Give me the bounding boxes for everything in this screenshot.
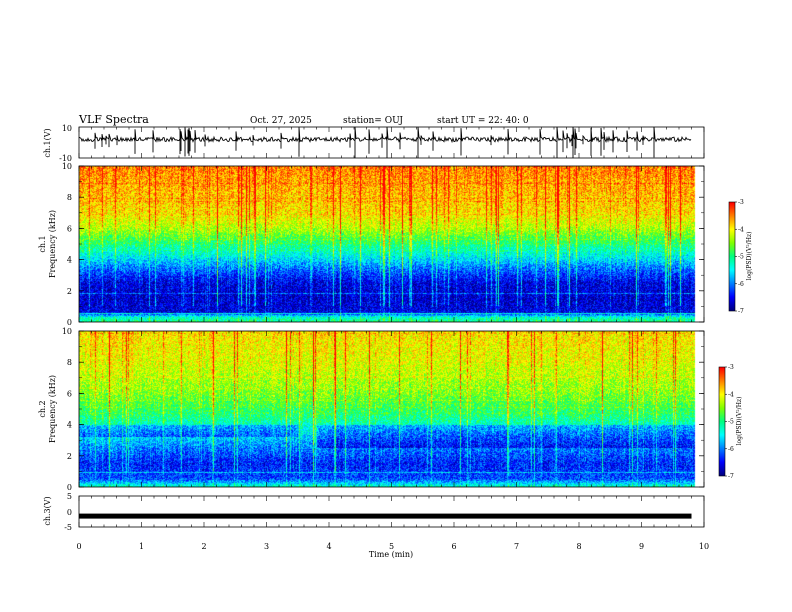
spectrogram-ytick-label: 6: [67, 224, 72, 233]
spectrogram-ytick-label: 2: [67, 287, 72, 296]
colorbar-tick-label: -6: [728, 446, 734, 453]
ch1-spectrogram-ylabel-line1: ch.1: [38, 235, 47, 252]
spectrogram-ytick-label: 6: [67, 389, 72, 398]
ch3-waveform-panel: 5 0 -5 ch.3(V): [43, 492, 705, 532]
time-tick-label: 1: [139, 542, 144, 551]
spectrogram-ytick-label: 0: [67, 483, 72, 492]
ch2-spectrogram-ylabel-line2: Frequency (kHz): [48, 375, 57, 443]
time-tick-label: 9: [639, 542, 644, 551]
ch2-spectrogram-ylabel-line1: ch.2: [38, 400, 47, 417]
spectrogram-ytick-label: 4: [67, 256, 72, 265]
spectrogram-ytick-label: 8: [67, 193, 72, 202]
colorbar-tick-label: -3: [728, 364, 734, 371]
spectrogram-ytick-label: 10: [62, 162, 72, 171]
spectrogram-ytick-label: 4: [67, 421, 72, 430]
start-time-label: start UT = 22: 40: 0: [437, 116, 529, 126]
spectrogram-ytick-label: 2: [67, 452, 72, 461]
time-tick-label: 6: [451, 542, 456, 551]
ch2-colorbar-ticks: -3 -4 -5 -6 -7: [725, 364, 734, 480]
ch3-ytick-mid: 0: [67, 508, 72, 517]
ch2-spectrogram-yticks: 0 2 4 6 8 10: [62, 327, 704, 492]
time-tick-label: 2: [201, 542, 206, 551]
figure-title: VLF Spectra: [78, 113, 149, 126]
ch2-spectrogram-image: [79, 331, 704, 487]
ch1-ylabel: ch.1(V): [43, 128, 52, 157]
ch1-waveform-trace: [78, 126, 692, 158]
ch3-ylabel: ch.3(V): [43, 496, 52, 525]
station-label: station= OUJ: [343, 116, 403, 126]
time-tick-label: 8: [576, 542, 581, 551]
ch1-waveform-panel: 10 -10 ch.1(V): [43, 124, 705, 163]
ch3-ytick-top: 5: [67, 492, 72, 501]
ch1-ytick-bottom: -10: [59, 154, 72, 163]
time-tick-label: 4: [326, 542, 331, 551]
time-tick-label: 3: [264, 542, 269, 551]
ch1-colorbar-label: log(PSD)(V²/Hz): [746, 232, 753, 281]
ch1-colorbar-image: [729, 202, 735, 311]
colorbar-tick-label: -3: [738, 199, 744, 206]
time-tick-label: 5: [389, 542, 394, 551]
time-axis-ticks: [78, 127, 705, 527]
time-tick-label: 7: [514, 542, 519, 551]
colorbar-tick-label: -4: [728, 391, 734, 398]
date-label: Oct. 27, 2025: [250, 116, 312, 126]
time-axis-labels: 0 1 2 3 4 5 6 7 8 9 10: [76, 542, 709, 551]
ch3-waveform-frame: [78, 495, 705, 528]
ch1-spectrogram-yticks: 0 2 4 6 8 10: [62, 162, 704, 327]
colorbar-tick-label: -5: [728, 419, 734, 426]
ch1-waveform-frame: [78, 126, 705, 159]
time-tick-label: 0: [76, 542, 81, 551]
colorbar-tick-label: -7: [728, 473, 734, 480]
ch1-waveform-line: [78, 126, 692, 158]
spectrogram-ytick-label: 0: [67, 318, 72, 327]
ch3-ytick-bottom: -5: [64, 523, 72, 532]
colorbar-tick-label: -4: [738, 226, 744, 233]
ch1-colorbar-ticks: -3 -4 -5 -6 -7: [735, 199, 744, 315]
colorbar-tick-label: -6: [738, 281, 744, 288]
ch1-spectrogram-ylabel-line2: Frequency (kHz): [48, 210, 57, 278]
spectrogram-ytick-label: 8: [67, 358, 72, 367]
ch3-waveform-trace: [79, 513, 692, 519]
ch2-colorbar-image: [719, 367, 725, 476]
time-axis-label: Time (min): [369, 550, 413, 559]
ch1-spectrogram-image: [79, 166, 704, 322]
time-tick-label: 10: [699, 542, 709, 551]
spectrogram-ytick-label: 10: [62, 327, 72, 336]
ch2-colorbar-label: log(PSD)(V²/Hz): [736, 397, 743, 446]
colorbar-tick-label: -7: [738, 308, 744, 315]
colorbar-tick-label: -5: [738, 254, 744, 261]
ch1-ytick-top: 10: [62, 124, 72, 133]
